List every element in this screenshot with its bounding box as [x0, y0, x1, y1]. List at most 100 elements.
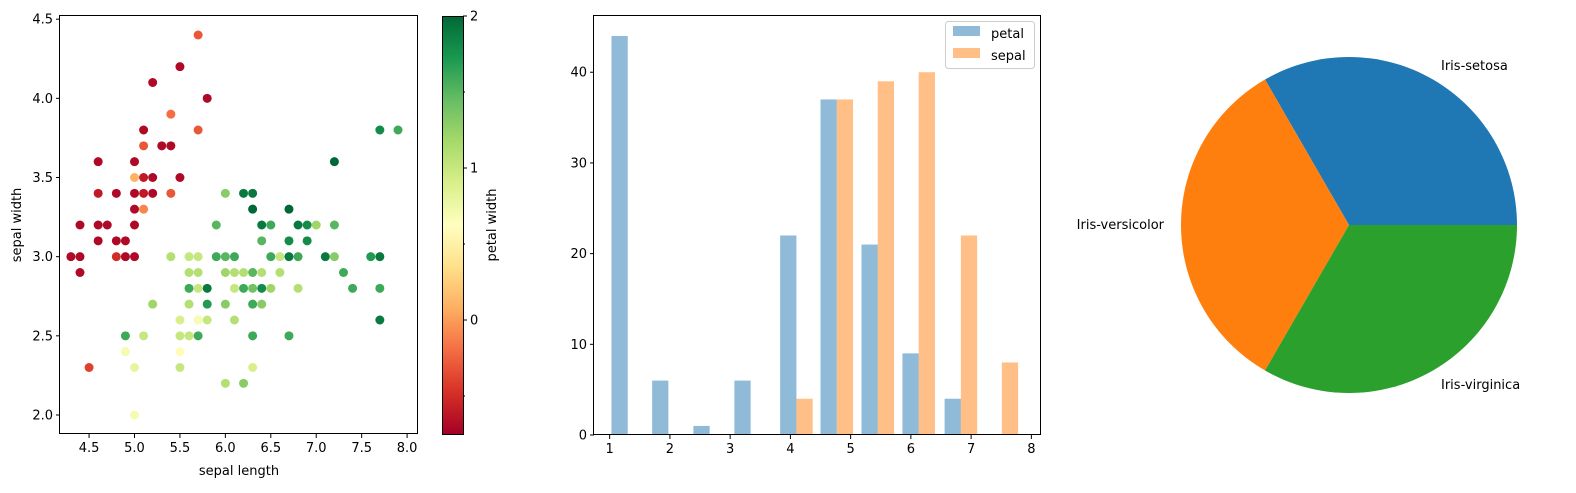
colorbar-frame [442, 16, 464, 435]
scatter-point [184, 252, 194, 262]
scatter-point [375, 283, 385, 293]
scatter-x-tick-label: 5.0 [124, 441, 145, 456]
scatter-x-tick-label: 7.5 [351, 441, 372, 456]
scatter-point [120, 331, 130, 341]
colorbar-tick-label: 2 [470, 10, 478, 25]
histogram-bar-petal [693, 425, 710, 435]
scatter-point [239, 283, 249, 293]
scatter-point [93, 220, 103, 230]
histogram-bar-sepal [918, 72, 935, 436]
scatter-point [257, 268, 267, 277]
scatter-point [120, 252, 130, 262]
scatter-y-tick-label: 3.0 [32, 250, 53, 265]
scatter-y-tick-label: 4.0 [32, 92, 53, 107]
scatter-point [193, 283, 203, 293]
histogram-bar-petal [820, 99, 837, 436]
scatter-point [111, 188, 121, 198]
histogram-x-ticks: 1 2 3 4 5 6 7 8 [606, 435, 1036, 457]
histogram-panel: 1 2 3 4 5 6 7 8 0 10 20 30 40 petal sepal [570, 15, 1041, 457]
scatter-point [166, 188, 176, 198]
scatter-point [175, 173, 185, 182]
scatter-point [148, 188, 158, 198]
scatter-point [75, 268, 85, 277]
pie-label-versicolor: Iris-versicolor [1077, 218, 1165, 233]
legend-swatch-petal [953, 26, 980, 36]
colorbar-tick-label: 1 [470, 162, 478, 177]
histogram-y-tick-label: 10 [570, 338, 587, 353]
scatter-point [130, 252, 140, 262]
histogram-x-tick-label: 8 [1027, 442, 1035, 457]
scatter-point [284, 236, 294, 246]
histogram-y-ticks: 0 10 20 30 40 [570, 66, 594, 444]
histogram-x-tick-label: 4 [786, 442, 794, 457]
scatter-point [75, 220, 85, 230]
scatter-point [184, 268, 194, 277]
scatter-point [175, 347, 185, 357]
scatter-frame [59, 15, 418, 434]
scatter-point [102, 220, 112, 230]
scatter-point [193, 30, 203, 40]
histogram-legend: petal sepal [945, 21, 1035, 69]
scatter-point [139, 331, 149, 341]
pie-label-setosa: Iris-setosa [1441, 59, 1508, 74]
scatter-y-tick-label: 4.5 [32, 13, 53, 28]
scatter-point [148, 299, 158, 309]
scatter-point [375, 125, 385, 135]
scatter-point [211, 252, 221, 262]
scatter-point [202, 283, 212, 293]
scatter-point [130, 157, 140, 167]
scatter-point [66, 252, 76, 262]
scatter-point [166, 252, 176, 262]
histogram-bar-sepal [877, 81, 895, 435]
colorbar-label: petal width [485, 189, 500, 262]
scatter-point [84, 363, 94, 372]
scatter-point [220, 268, 230, 277]
histogram-bar-sepal [796, 398, 813, 435]
scatter-point [229, 283, 239, 293]
scatter-point [130, 173, 140, 182]
scatter-point [130, 363, 140, 372]
histogram-bar-petal [652, 380, 669, 435]
scatter-point [284, 204, 294, 214]
scatter-point [284, 252, 294, 262]
scatter-points [66, 30, 403, 420]
scatter-point [120, 236, 130, 246]
scatter-point [266, 283, 276, 293]
scatter-point [184, 331, 194, 341]
scatter-point [193, 125, 203, 135]
histogram-x-tick-label: 5 [846, 442, 854, 457]
scatter-point [202, 299, 212, 309]
scatter-point [139, 173, 149, 182]
scatter-point [175, 315, 185, 325]
scatter-x-tick-label: 6.0 [215, 441, 236, 456]
scatter-panel: 4.5 5.0 5.5 6.0 6.5 7.0 7.5 8.0 2.0 2.5 3.0 3.5 4.0… [10, 10, 500, 480]
scatter-point [248, 283, 258, 293]
scatter-point [130, 410, 140, 420]
scatter-point [166, 141, 176, 151]
scatter-point [184, 283, 194, 293]
histogram-y-tick-label: 40 [570, 66, 587, 81]
histogram-bar-petal [902, 353, 919, 435]
legend-label-petal: petal [991, 27, 1024, 42]
histogram-bar-petal [780, 235, 797, 435]
scatter-point [266, 252, 276, 262]
histogram-x-tick-label: 6 [907, 442, 915, 457]
scatter-point [139, 141, 149, 151]
scatter-point [248, 299, 258, 309]
histogram-bar-petal [734, 380, 751, 435]
scatter-point [193, 331, 203, 341]
scatter-point [266, 220, 276, 230]
scatter-point [175, 363, 185, 372]
scatter-point [75, 252, 85, 262]
histogram-x-tick-label: 2 [666, 442, 674, 457]
histogram-bar-sepal [960, 235, 978, 435]
scatter-x-ticks: 4.5 5.0 5.5 6.0 6.5 7.0 7.5 8.0 [79, 434, 417, 456]
scatter-point [257, 236, 267, 246]
scatter-y-tick-label: 3.5 [32, 171, 53, 186]
scatter-point [139, 125, 149, 135]
scatter-point [130, 204, 140, 214]
histogram-y-tick-label: 0 [579, 429, 587, 444]
scatter-point [220, 378, 230, 388]
scatter-point [293, 283, 303, 293]
scatter-point [257, 283, 267, 293]
